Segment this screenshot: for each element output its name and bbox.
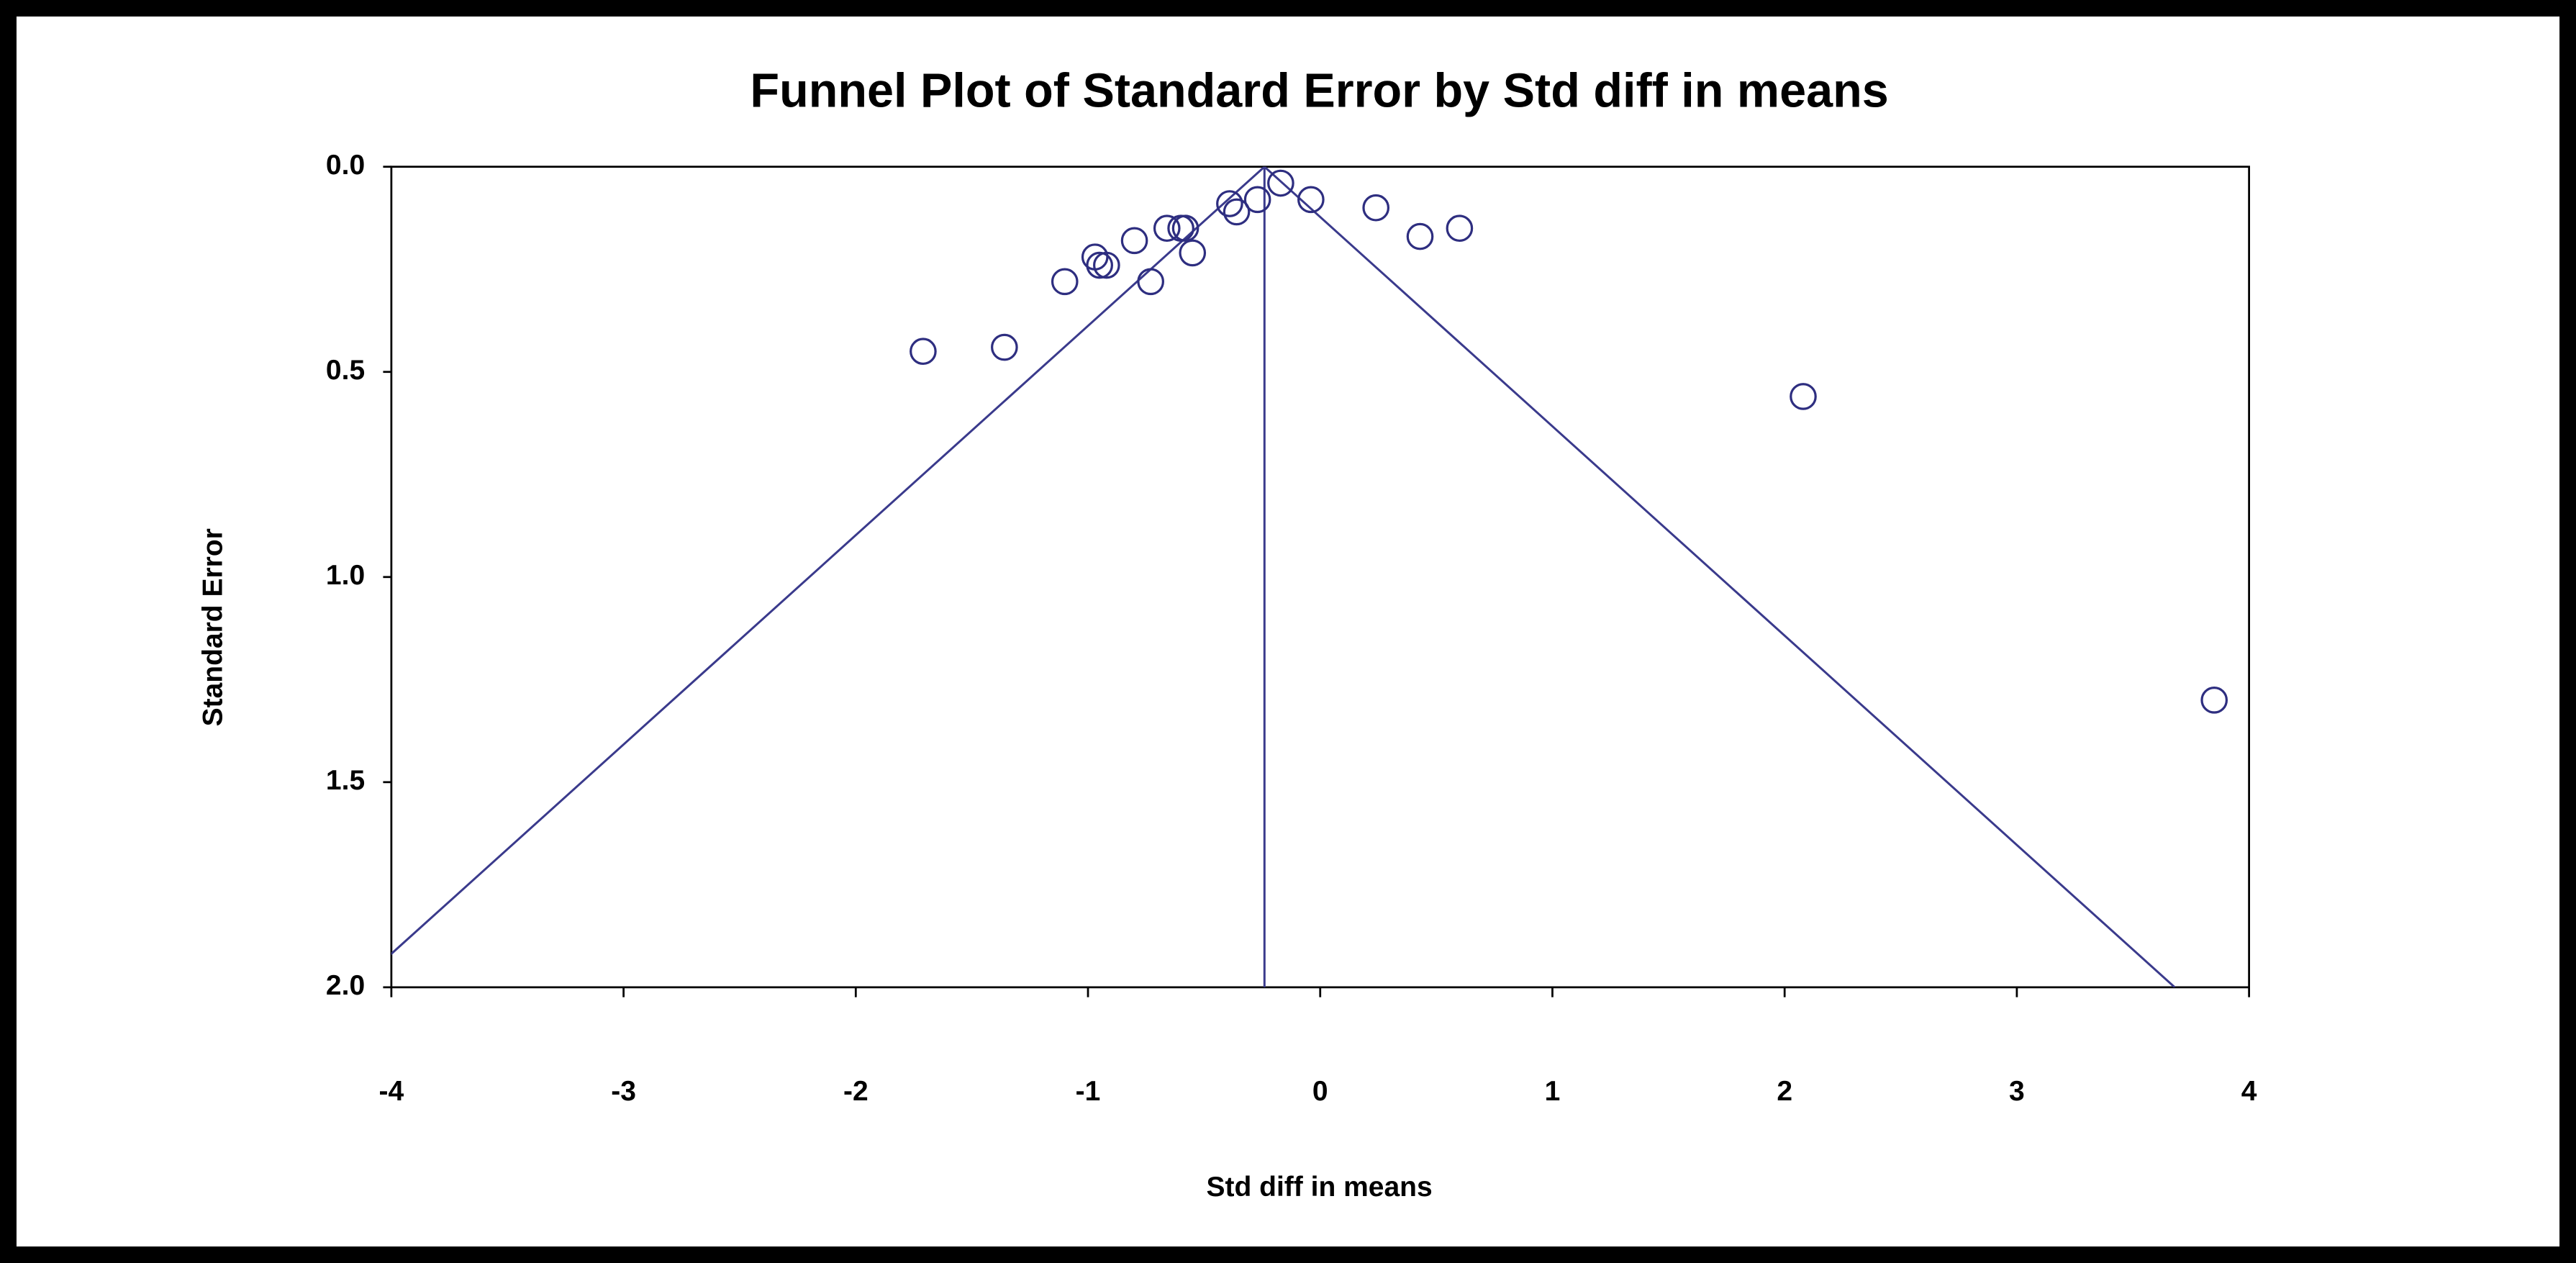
chart-title: Funnel Plot of Standard Error by Std dif… xyxy=(750,64,1888,117)
x-tick-label: 2 xyxy=(1777,1076,1792,1107)
study-point xyxy=(1216,190,1243,217)
study-point xyxy=(1093,251,1120,279)
study-point xyxy=(1179,239,1207,267)
study-point xyxy=(991,333,1018,361)
study-point xyxy=(1223,198,1251,226)
x-tick-label: -1 xyxy=(1076,1076,1101,1107)
study-point xyxy=(1362,194,1390,222)
study-point xyxy=(1171,214,1199,243)
x-tick-label: 1 xyxy=(1545,1076,1561,1107)
funnel-left xyxy=(391,166,1266,956)
y-tick-label: 0.5 xyxy=(326,355,365,386)
funnel-right xyxy=(1264,166,2176,987)
study-point xyxy=(2200,687,2228,714)
x-tick-label: 4 xyxy=(2241,1076,2257,1107)
study-point xyxy=(1406,222,1434,250)
x-tick-label: 3 xyxy=(2009,1076,2025,1107)
x-tick-label: -4 xyxy=(379,1076,404,1107)
funnel xyxy=(391,166,2176,987)
y-tick-label: 1.0 xyxy=(326,560,365,591)
y-tick-label: 0.0 xyxy=(326,150,365,181)
y-axis-label: Standard Error xyxy=(198,528,229,726)
study-point xyxy=(1120,227,1148,255)
study-point xyxy=(1153,214,1181,243)
study-point xyxy=(1243,186,1271,214)
x-axis-label: Std diff in means xyxy=(1206,1172,1432,1203)
x-tick-label: -3 xyxy=(611,1076,636,1107)
x-tick-label: -2 xyxy=(843,1076,869,1107)
study-point xyxy=(910,338,937,366)
study-point xyxy=(1267,169,1294,197)
study-point xyxy=(1297,186,1325,214)
y-tick-label: 1.5 xyxy=(326,765,365,796)
x-tick-label: 0 xyxy=(1312,1076,1328,1107)
study-point xyxy=(1086,251,1113,279)
study-point xyxy=(1137,268,1164,296)
y-tick-label: 2.0 xyxy=(326,970,365,1001)
study-point xyxy=(1790,383,1817,410)
study-point xyxy=(1051,268,1079,296)
study-point xyxy=(1446,214,1474,243)
